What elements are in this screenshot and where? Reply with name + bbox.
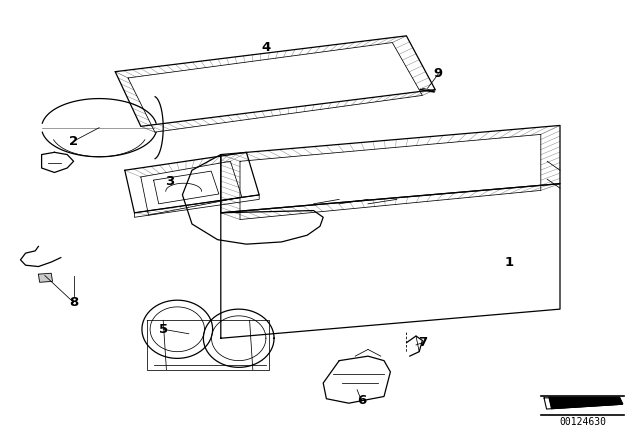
Polygon shape bbox=[154, 171, 219, 204]
Text: 4: 4 bbox=[261, 40, 270, 54]
Polygon shape bbox=[38, 273, 52, 282]
Text: 6: 6 bbox=[357, 394, 366, 408]
Text: 8: 8 bbox=[69, 296, 78, 309]
Polygon shape bbox=[549, 397, 623, 409]
Text: 2: 2 bbox=[69, 134, 78, 148]
Text: 1: 1 bbox=[504, 255, 513, 269]
Text: 9: 9 bbox=[434, 67, 443, 81]
Text: 5: 5 bbox=[159, 323, 168, 336]
Text: 7: 7 bbox=[418, 336, 427, 349]
Text: 00124630: 00124630 bbox=[559, 417, 606, 427]
Text: 3: 3 bbox=[165, 175, 174, 188]
